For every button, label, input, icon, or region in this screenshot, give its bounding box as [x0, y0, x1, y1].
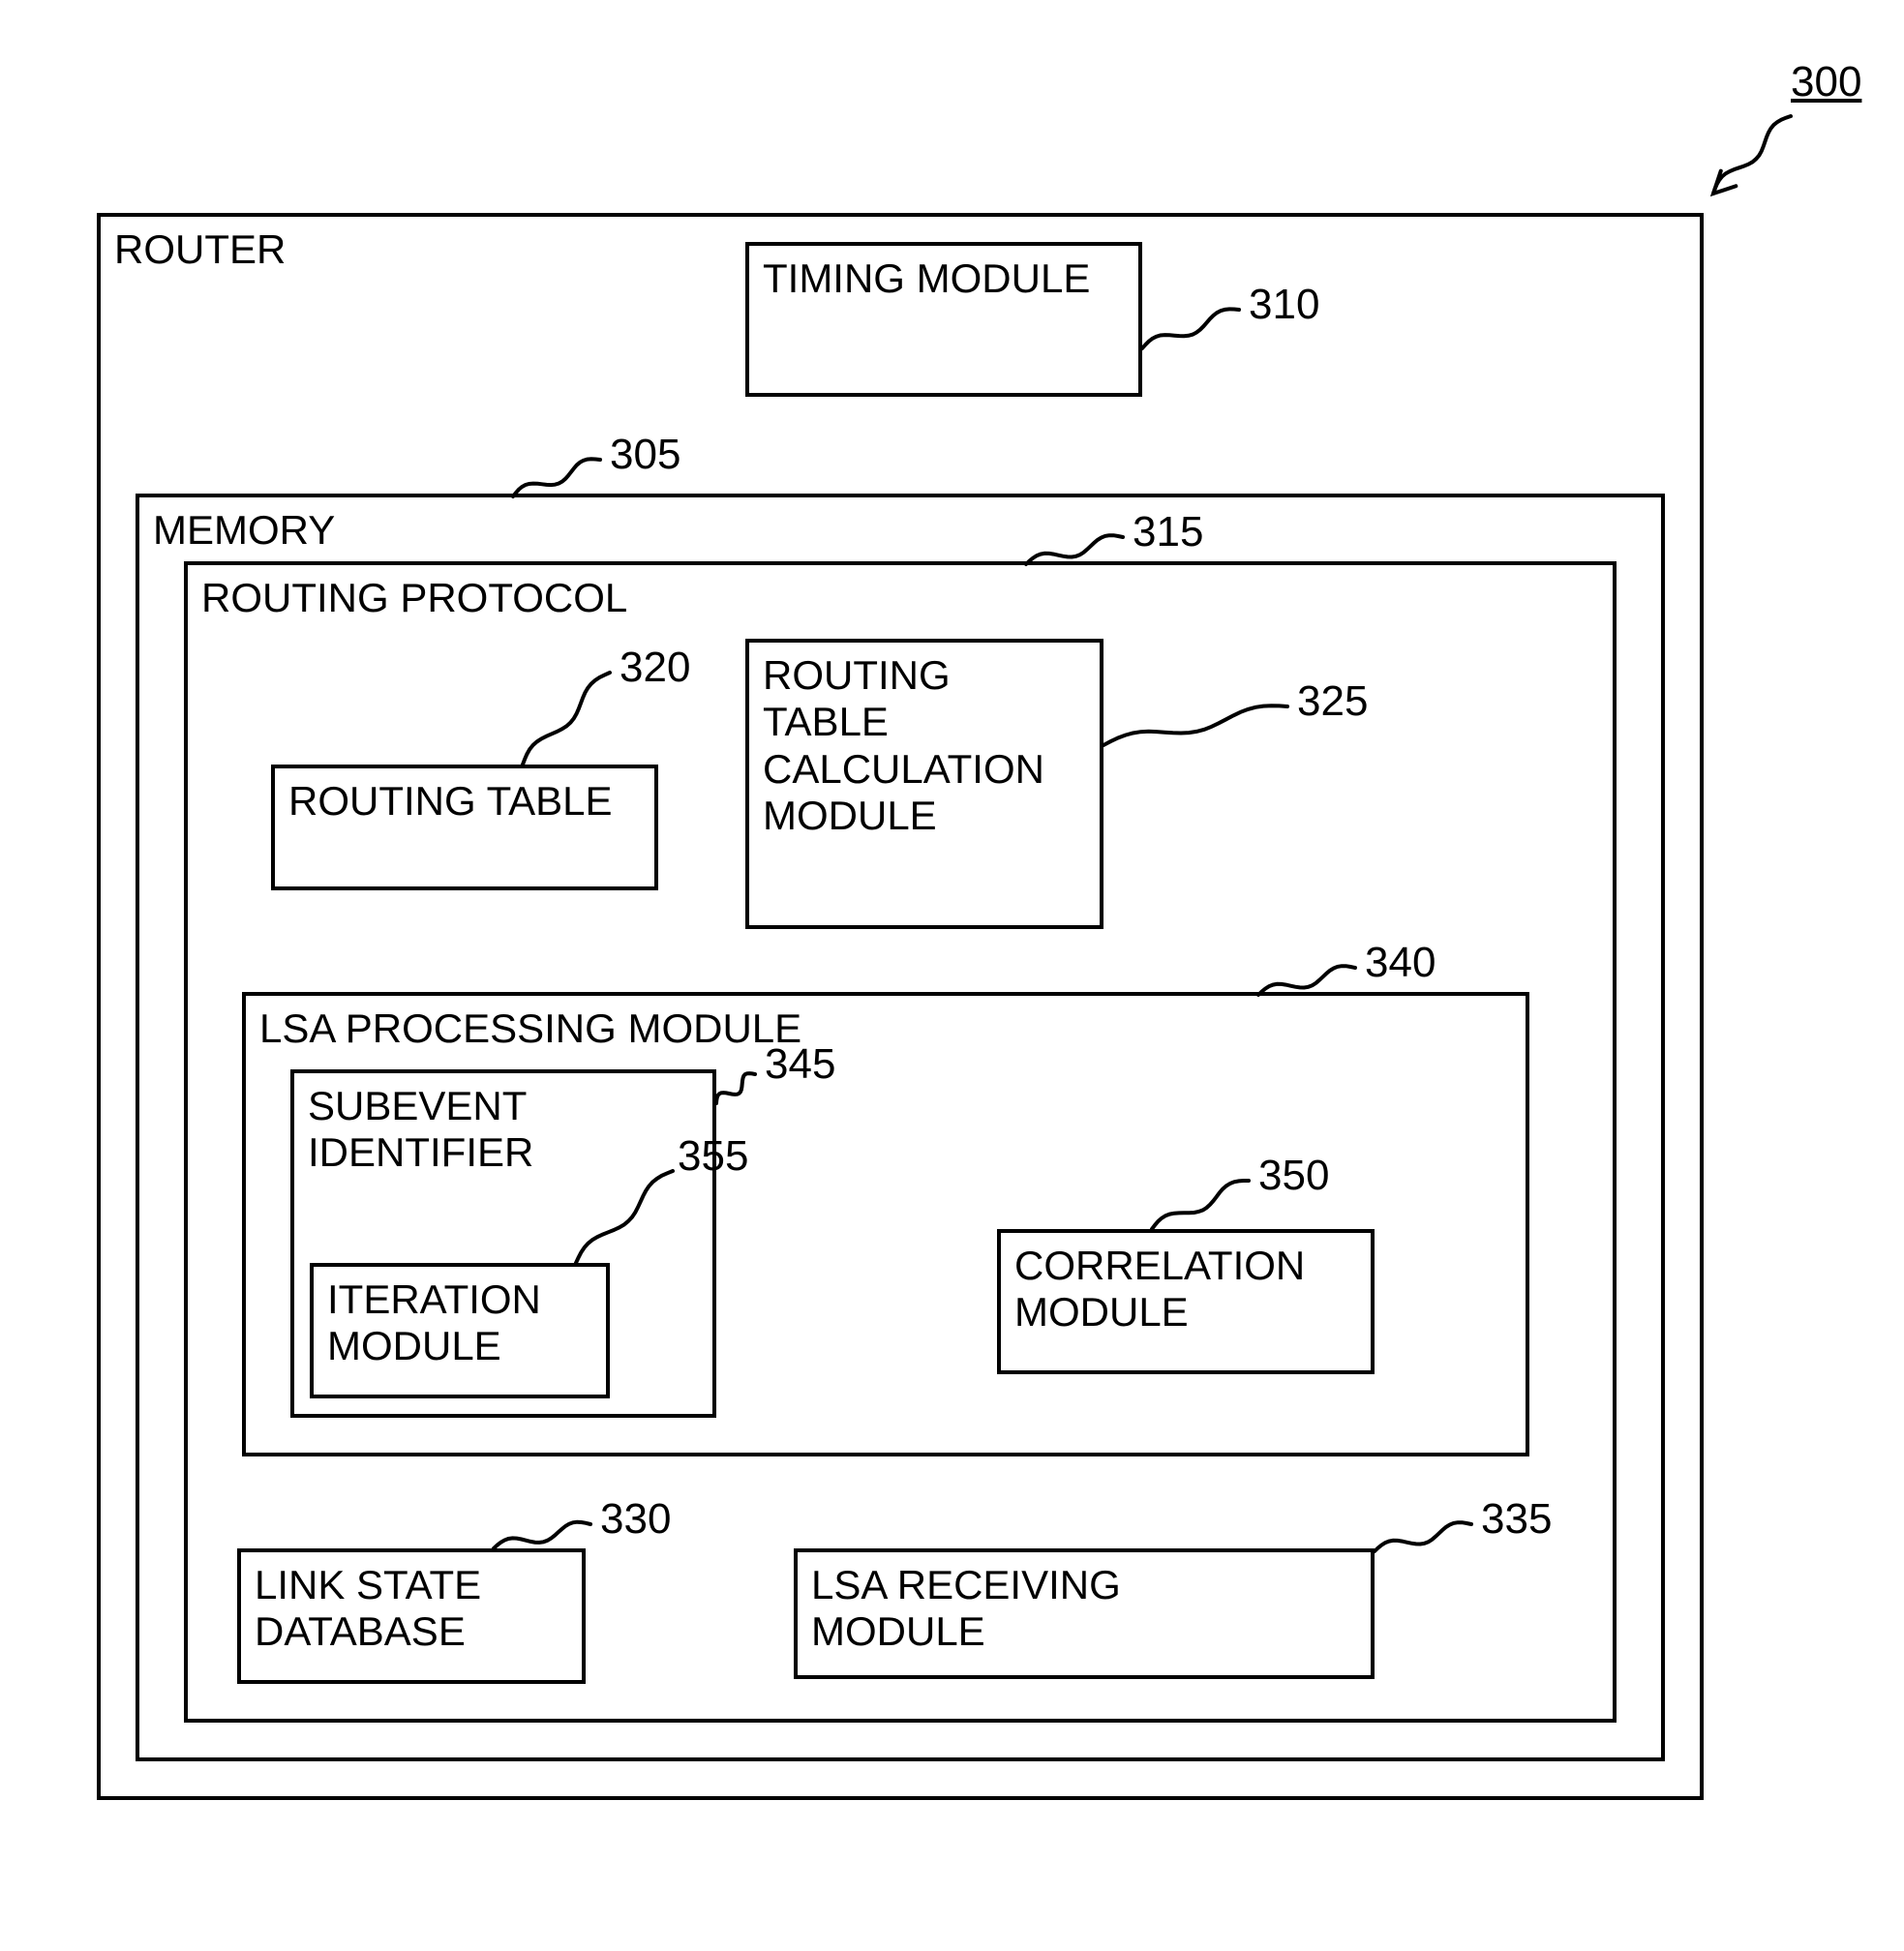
- label-lsdb: LINK STATE DATABASE: [255, 1562, 481, 1656]
- lead-300: [1684, 87, 1820, 223]
- label-memory: MEMORY: [153, 507, 335, 554]
- refnum-355: 355: [678, 1132, 748, 1182]
- label-iteration: ITERATION MODULE: [327, 1276, 541, 1370]
- refnum-305: 305: [610, 431, 680, 480]
- refnum-330: 330: [600, 1495, 671, 1545]
- refnum-345: 345: [765, 1040, 835, 1090]
- label-routing_table: ROUTING TABLE: [288, 778, 613, 825]
- label-rtcalc: ROUTING TABLE CALCULATION MODULE: [763, 652, 1044, 839]
- label-timing: TIMING MODULE: [763, 255, 1090, 302]
- refnum-325: 325: [1297, 677, 1368, 727]
- label-correlation: CORRELATION MODULE: [1014, 1243, 1305, 1336]
- refnum-340: 340: [1365, 939, 1436, 988]
- diagram-canvas: ROUTER TIMING MODULE MEMORY ROUTING PROTOCO…: [0, 0, 1904, 1951]
- label-subevent: SUBEVENT IDENTIFIER: [308, 1083, 533, 1177]
- refnum-335: 335: [1481, 1495, 1552, 1545]
- refnum-320: 320: [620, 644, 690, 693]
- refnum-310: 310: [1249, 281, 1319, 330]
- label-lsa_rx: LSA RECEIVING MODULE: [811, 1562, 1121, 1656]
- refnum-350: 350: [1258, 1152, 1329, 1201]
- label-router: ROUTER: [114, 226, 286, 273]
- refnum-315: 315: [1133, 508, 1203, 557]
- label-protocol: ROUTING PROTOCOL: [201, 575, 627, 621]
- refnum-300: 300: [1791, 58, 1861, 107]
- label-lsa_proc: LSA PROCESSING MODULE: [259, 1006, 801, 1052]
